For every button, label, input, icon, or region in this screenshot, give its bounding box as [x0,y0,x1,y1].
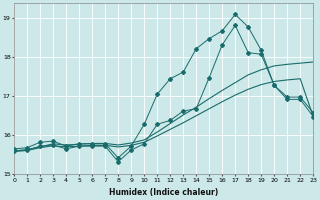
X-axis label: Humidex (Indice chaleur): Humidex (Indice chaleur) [109,188,218,197]
